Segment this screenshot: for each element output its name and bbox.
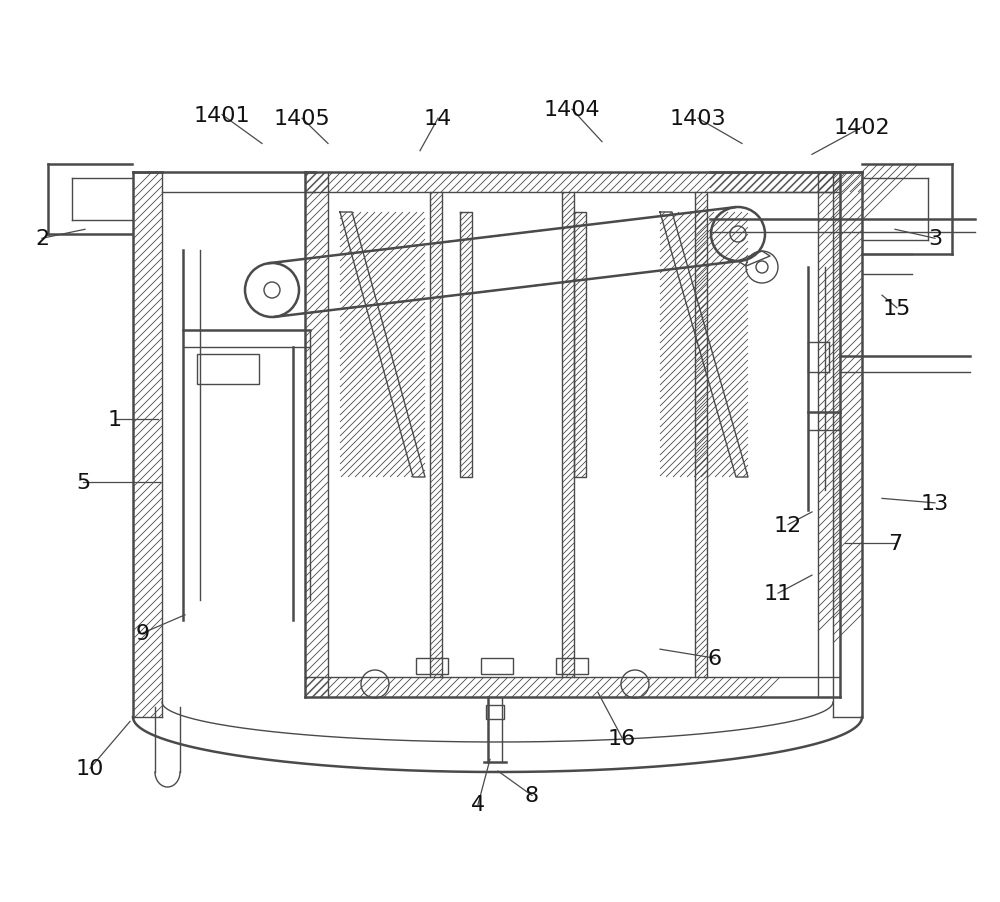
Text: 16: 16 — [608, 728, 636, 748]
Text: 10: 10 — [76, 759, 104, 778]
Text: 13: 13 — [921, 493, 949, 513]
Bar — [197, 354, 259, 384]
Text: 1403: 1403 — [670, 109, 726, 129]
Text: 1: 1 — [108, 410, 122, 429]
Bar — [486, 705, 504, 719]
Text: 11: 11 — [764, 584, 792, 603]
Text: 1401: 1401 — [194, 106, 250, 125]
Text: 8: 8 — [525, 786, 539, 805]
Text: 5: 5 — [76, 473, 90, 492]
Text: 9: 9 — [136, 623, 150, 643]
Text: 1402: 1402 — [834, 118, 890, 138]
Bar — [556, 658, 588, 675]
Text: 6: 6 — [708, 649, 722, 668]
Bar — [481, 658, 513, 675]
Text: 3: 3 — [928, 229, 942, 249]
Text: 1405: 1405 — [274, 109, 330, 129]
Text: 15: 15 — [883, 299, 911, 318]
Text: 12: 12 — [774, 515, 802, 535]
Text: 4: 4 — [471, 795, 485, 815]
Text: 7: 7 — [888, 533, 902, 553]
Text: 2: 2 — [35, 229, 49, 249]
Bar — [416, 658, 448, 675]
Text: 14: 14 — [424, 109, 452, 129]
Text: 1404: 1404 — [544, 100, 600, 120]
